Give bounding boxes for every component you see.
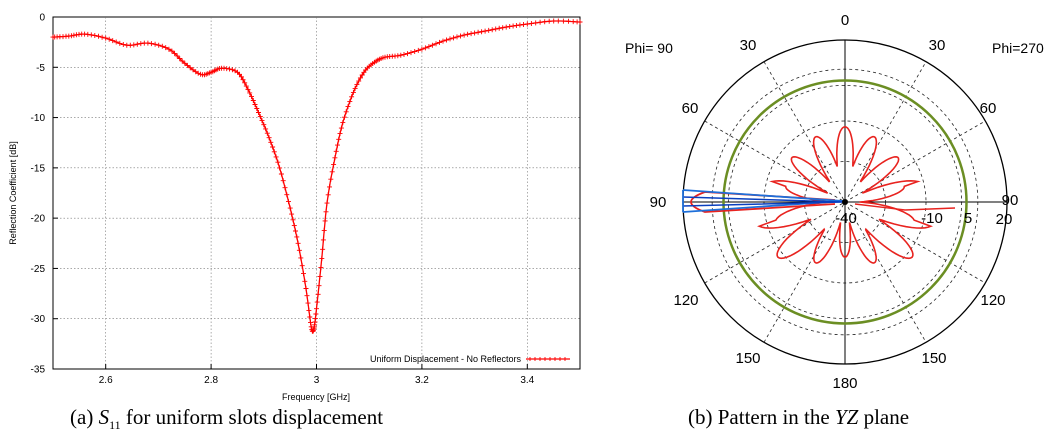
pattern-red-right-trace [854, 203, 956, 211]
polar-angle-label: 120 [980, 292, 1005, 309]
caption-b-suffix: plane [858, 405, 910, 429]
series-markers [50, 18, 583, 334]
x-tick-label: 2.8 [204, 375, 218, 386]
polar-angle-labels: 0 30 30 60 60 90 90 120 120 150 150 180 -40 -10 5 20 [650, 12, 1019, 392]
polar-angle-label: 0 [841, 12, 849, 29]
polar-angle-label: 120 [673, 292, 698, 309]
polar-center-dot [842, 199, 848, 205]
caption-b: (b) Pattern in the YZ plane [688, 405, 909, 430]
legend-marker-path [528, 357, 567, 361]
polar-angle-label: 60 [980, 100, 997, 117]
polar-radial-label: 5 [964, 210, 972, 227]
y-tick-label: -35 [31, 365, 46, 376]
y-tick-label: -5 [36, 63, 45, 74]
reference-circle [722, 79, 968, 325]
y-axis-label: Reflection Coefficient [dB] [8, 141, 18, 244]
polar-angle-label: 30 [929, 37, 946, 54]
polar-angle-label: 60 [682, 100, 699, 117]
caption-b-prefix: (b) Pattern in the [688, 405, 835, 429]
caption-b-plane: YZ [834, 405, 859, 429]
legend-label: Uniform Displacement - No Reflectors [370, 354, 522, 364]
phi-right-label: Phi=270 [992, 40, 1044, 56]
polar-radial-label: -10 [921, 210, 943, 227]
caption-a-symbol: S [98, 405, 110, 429]
y-tick-label: -10 [31, 113, 46, 124]
polar-pattern-chart: 0 30 30 60 60 90 90 120 120 150 150 180 -40 -10 5 20 Ph… [625, 12, 1044, 392]
polar-radial-label: 20 [996, 211, 1013, 228]
x-tick-label: 3.2 [415, 375, 429, 386]
polar-angle-label: 90 [1002, 192, 1019, 209]
x-axis-label: Frequency [GHz] [282, 392, 350, 402]
polar-angle-label: 30 [740, 37, 757, 54]
pattern-red-trace [757, 126, 933, 264]
x-tick-label: 3.4 [520, 375, 534, 386]
caption-a-text: for uniform slots displacement [120, 405, 384, 429]
x-tick-label: 3 [314, 375, 320, 386]
s11-chart: 2.6 2.8 3 3.2 3.4 0 -5 -10 -15 -20 -25 -30 -35 Frequ… [8, 13, 583, 402]
y-tick-label: -15 [31, 163, 46, 174]
legend-markers [528, 357, 567, 361]
polar-angle-label: 180 [832, 375, 857, 392]
caption-a-subscript: 11 [109, 418, 121, 433]
axis-ticks: 2.6 2.8 3 3.2 3.4 0 -5 -10 -15 -20 -25 -30 -35 [31, 13, 535, 387]
y-tick-label: -30 [31, 314, 46, 325]
y-tick-label: -20 [31, 214, 46, 225]
y-tick-label: -25 [31, 264, 46, 275]
phi-left-label: Phi= 90 [625, 40, 673, 56]
y-tick-label: 0 [39, 13, 45, 24]
legend: Uniform Displacement - No Reflectors [370, 354, 570, 364]
polar-angle-label: 150 [735, 350, 760, 367]
series-line [50, 18, 583, 334]
grid-lines [53, 17, 580, 369]
caption-a-prefix: (a) [70, 405, 99, 429]
caption-a: (a) S11 for uniform slots displacement [70, 405, 383, 433]
polar-radial-label: -40 [835, 210, 857, 227]
polar-series [682, 79, 968, 325]
x-tick-label: 2.6 [99, 375, 113, 386]
polar-angle-label: 150 [921, 350, 946, 367]
polar-angle-label: 90 [650, 194, 667, 211]
